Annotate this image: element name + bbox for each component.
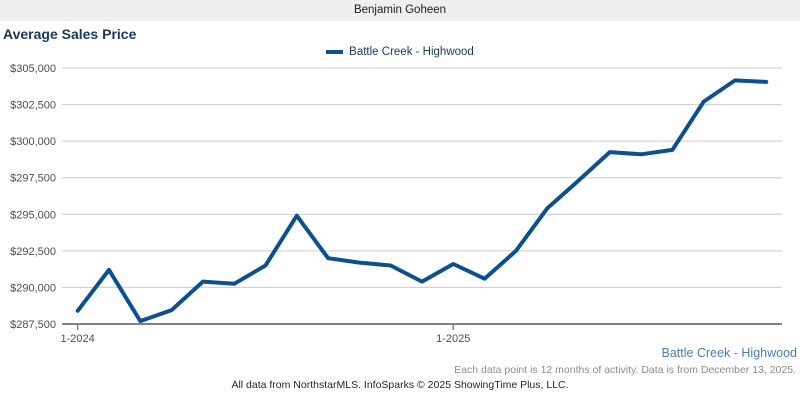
- header-bar: Benjamin Goheen: [0, 0, 800, 21]
- y-axis-label: $292,500: [10, 246, 56, 258]
- agent-name: Benjamin Goheen: [353, 4, 447, 16]
- y-axis-label: $302,500: [10, 100, 56, 112]
- y-axis-label: $300,000: [10, 136, 56, 148]
- page-title: Average Sales Price: [3, 26, 137, 42]
- price-line-series: [75, 78, 769, 324]
- y-axis-label: $297,500: [10, 173, 56, 185]
- y-axis-label: $287,500: [10, 319, 56, 331]
- attribution-text: All data from NorthstarMLS. InfoSparks ©…: [231, 379, 569, 391]
- y-axis-label: $290,000: [10, 282, 56, 294]
- y-axis-label: $305,000: [10, 63, 56, 75]
- data-footnote: Each data point is 12 months of activity…: [454, 364, 796, 376]
- y-axis-label: $295,000: [10, 209, 56, 221]
- series-label: Battle Creek - Highwood: [661, 346, 797, 360]
- x-axis-label: 1-2024: [61, 333, 95, 345]
- x-axis-label: 1-2025: [436, 333, 470, 345]
